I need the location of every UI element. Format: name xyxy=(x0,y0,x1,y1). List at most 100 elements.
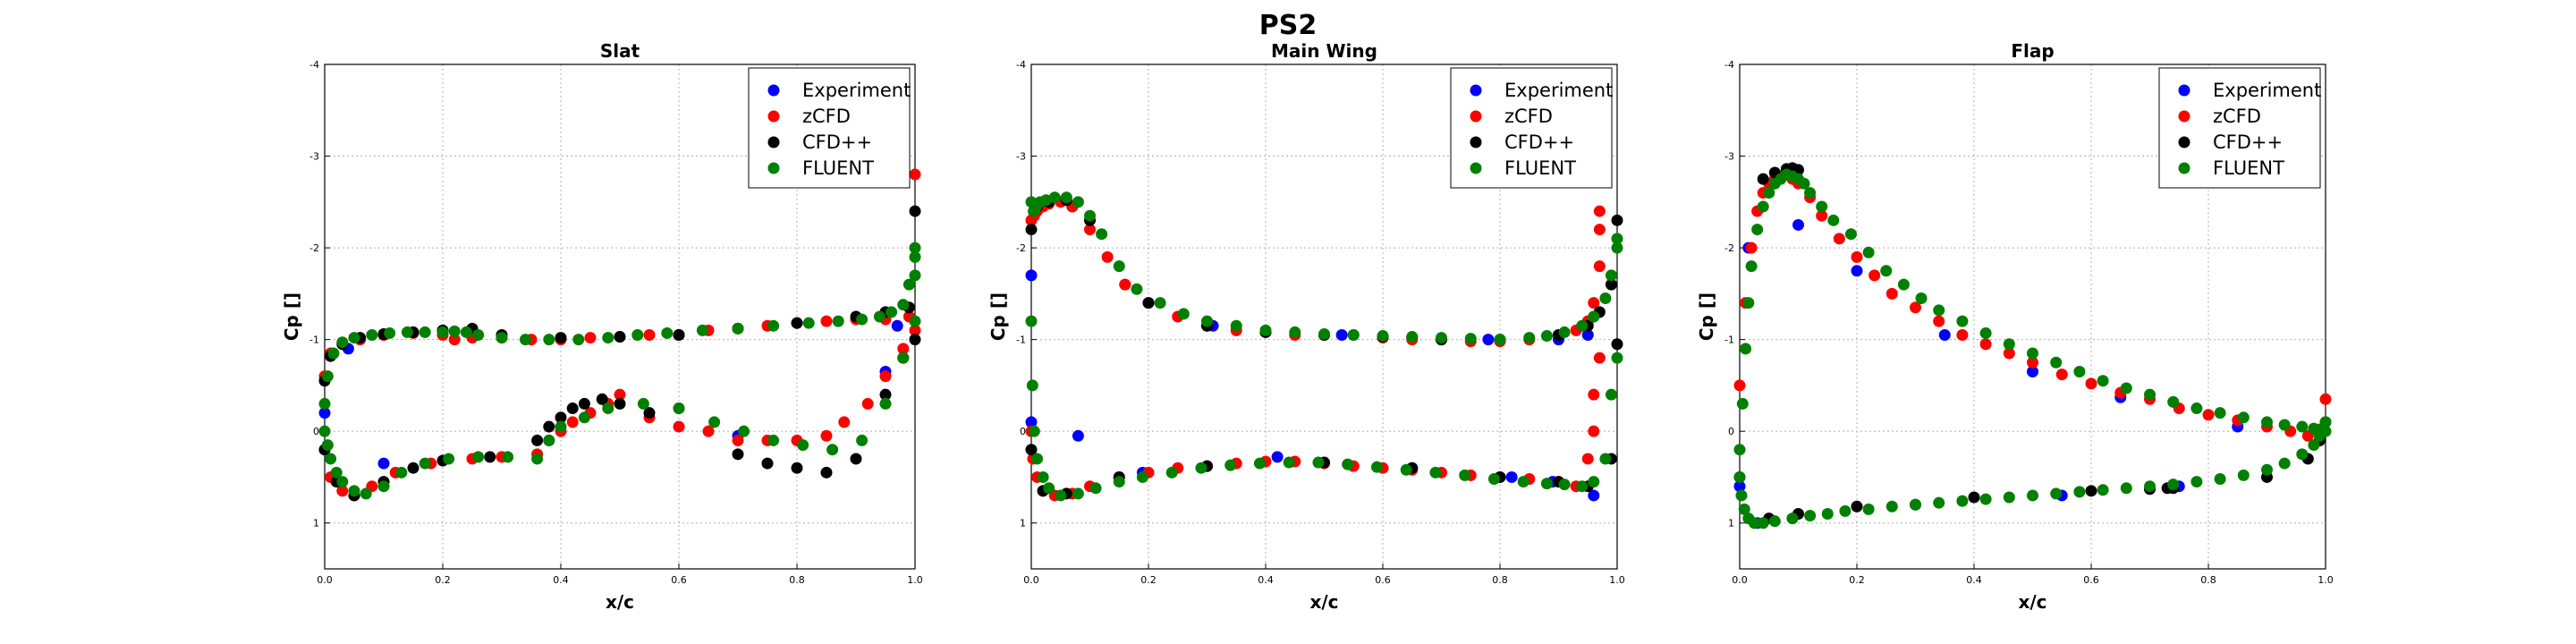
chart-1-point-3-5 xyxy=(1049,191,1061,203)
chart-2-point-3-53 xyxy=(1839,505,1851,517)
chart-1-point-3-33 xyxy=(1612,233,1623,244)
chart-0-point-1-24 xyxy=(910,169,921,181)
chart-1-point-3-49 xyxy=(1284,457,1295,469)
chart-2-point-3-6 xyxy=(1758,200,1769,212)
chart-0-point-3-40 xyxy=(395,467,407,479)
chart-2-point-0-3 xyxy=(1939,329,1951,341)
chart-1-legend-marker-0 xyxy=(1470,85,1482,97)
chart-0-point-3-0 xyxy=(319,398,331,410)
chart-1-point-3-22 xyxy=(1436,332,1447,343)
chart-2-point-2-11 xyxy=(2086,485,2097,496)
chart-1-point-3-34 xyxy=(1026,316,1038,327)
chart-2-point-3-32 xyxy=(2167,396,2179,408)
chart-2-point-3-51 xyxy=(1804,510,1816,521)
chart-1-point-0-14 xyxy=(1506,471,1518,483)
chart-1-point-3-37 xyxy=(1031,453,1043,464)
chart-0-ytick-label-0: -4 xyxy=(309,59,319,71)
chart-0-point-0-5 xyxy=(892,320,903,332)
chart-1-point-3-62 xyxy=(1599,453,1611,464)
chart-0-point-3-56 xyxy=(826,444,838,455)
chart-1-point-3-25 xyxy=(1523,332,1535,343)
chart-0-point-3-28 xyxy=(897,299,909,310)
chart-1-point-1-55 xyxy=(1582,453,1594,464)
chart-2-point-3-28 xyxy=(2073,366,2085,377)
chart-2-point-1-24 xyxy=(2086,377,2097,389)
chart-0-legend-label-3: FLUENT xyxy=(802,157,874,179)
chart-0-point-3-60 xyxy=(910,316,921,327)
chart-0-point-3-48 xyxy=(579,411,590,423)
chart-2-legend-label-0: Experiment xyxy=(2213,80,2321,101)
chart-0-point-3-46 xyxy=(543,435,555,446)
chart-0-legend-marker-3 xyxy=(768,163,780,174)
chart-2-point-3-75 xyxy=(2314,430,2326,442)
chart-1-point-3-46 xyxy=(1195,462,1207,474)
chart-2-ytick-label-4: 0 xyxy=(1728,426,1734,437)
chart-2-point-1-14 xyxy=(1852,251,1863,263)
chart-0-point-3-33 xyxy=(322,439,334,451)
chart-0-point-3-6 xyxy=(384,327,395,339)
chart-1-series-fluent xyxy=(1026,191,1623,501)
chart-2-point-3-70 xyxy=(2238,470,2250,481)
chart-1-point-3-12 xyxy=(1155,297,1166,309)
chart-1-legend-marker-3 xyxy=(1470,163,1482,174)
chart-1-legend: ExperimentzCFDCFD++FLUENT xyxy=(1451,68,1613,188)
chart-1-legend-marker-2 xyxy=(1470,137,1482,148)
chart-0-ytick-label-5: 1 xyxy=(313,518,319,530)
chart-1-ytick-label-3: -1 xyxy=(1016,335,1026,346)
chart-0-point-3-55 xyxy=(797,439,809,451)
chart-1-point-1-29 xyxy=(1594,224,1606,235)
chart-1-xtick-label-2: 0.4 xyxy=(1258,574,1274,586)
chart-0-point-3-19 xyxy=(661,327,673,339)
chart-2-point-1-15 xyxy=(1868,269,1880,281)
chart-0-point-3-12 xyxy=(472,329,484,341)
chart-0-point-3-22 xyxy=(767,320,779,332)
chart-2-point-3-1 xyxy=(1737,398,1749,410)
chart-0-point-2-22 xyxy=(408,462,419,474)
chart-1-series-cfd- xyxy=(1026,194,1623,499)
chart-1-point-1-30 xyxy=(1594,206,1606,217)
chart-0-xtick-label-3: 0.6 xyxy=(671,574,687,586)
chart-0-xtick-label-0: 0.0 xyxy=(317,574,333,586)
chart-0-point-3-17 xyxy=(602,332,614,343)
chart-2-point-3-27 xyxy=(2050,357,2062,369)
chart-2-point-3-49 xyxy=(1769,515,1781,527)
chart-0-point-1-47 xyxy=(821,430,833,442)
chart-2-xlabel: x/c xyxy=(2018,591,2046,613)
chart-1-xtick-label-5: 1.0 xyxy=(1609,574,1625,586)
chart-2-point-3-17 xyxy=(1845,228,1857,240)
chart-0-point-3-34 xyxy=(325,453,336,464)
chart-1-point-1-9 xyxy=(1119,279,1131,291)
chart-1-legend-label-2: CFD++ xyxy=(1504,131,1574,153)
chart-1-point-3-7 xyxy=(1072,196,1084,208)
chart-0-point-2-17 xyxy=(910,206,921,217)
chart-2-point-3-48 xyxy=(1758,517,1769,529)
chart-1-point-3-17 xyxy=(1289,326,1301,338)
chart-2-point-3-55 xyxy=(1886,501,1898,513)
chart-1-point-3-31 xyxy=(1606,269,1617,281)
chart-1-point-3-58 xyxy=(1541,478,1553,489)
chart-1-point-3-29 xyxy=(1588,311,1599,323)
chart-0-point-1-37 xyxy=(567,416,579,428)
chart-1-point-3-30 xyxy=(1599,292,1611,304)
chart-1-point-1-56 xyxy=(1588,426,1599,437)
chart-0-point-3-45 xyxy=(531,453,543,464)
chart-0-point-3-53 xyxy=(738,426,750,437)
chart-0-ytick-label-3: -1 xyxy=(309,335,319,346)
figure-title: PS2 xyxy=(1259,10,1317,41)
chart-0-point-1-50 xyxy=(880,370,892,382)
chart-2-point-3-24 xyxy=(1980,327,1992,339)
chart-1-legend-marker-1 xyxy=(1470,111,1482,123)
chart-0-point-3-18 xyxy=(631,329,643,341)
chart-1-point-3-40 xyxy=(1055,489,1066,501)
chart-1-point-0-0 xyxy=(1026,269,1038,281)
chart-0-point-3-21 xyxy=(733,323,744,335)
chart-1-point-3-48 xyxy=(1254,458,1266,470)
chart-1-point-3-55 xyxy=(1459,470,1470,481)
chart-0-point-3-11 xyxy=(461,326,472,338)
chart-2-point-3-21 xyxy=(1916,292,1928,304)
chart-1-point-3-57 xyxy=(1518,476,1530,487)
chart-2-point-3-54 xyxy=(1863,504,1875,515)
chart-0-point-3-44 xyxy=(502,451,513,462)
chart-1-point-2-17 xyxy=(1612,338,1623,350)
chart-0-point-3-49 xyxy=(602,402,614,414)
